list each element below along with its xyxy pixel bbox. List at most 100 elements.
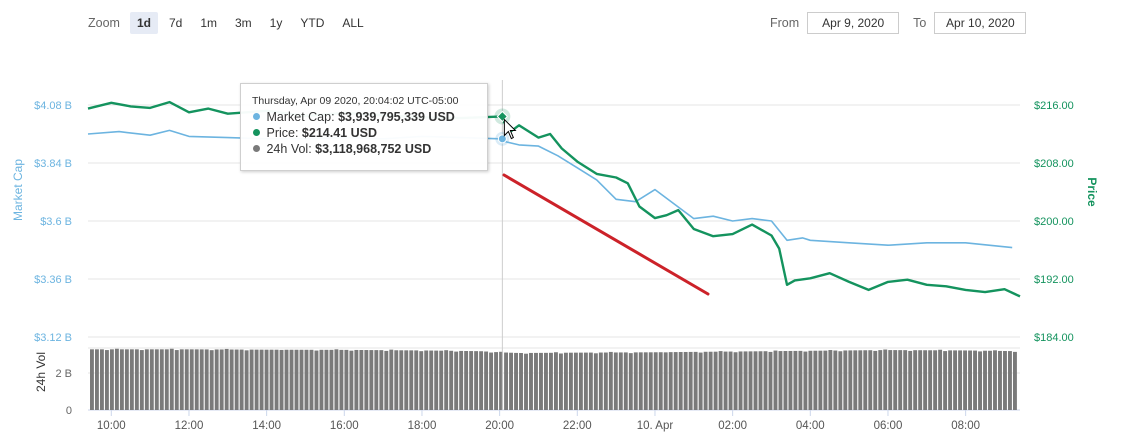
volume-bar	[234, 349, 239, 410]
volume-bar	[558, 353, 563, 410]
volume-bar	[973, 350, 977, 410]
volume-bar	[838, 351, 843, 410]
volume-bar	[109, 349, 114, 410]
x-tick-label: 14:00	[252, 420, 281, 432]
volume-bar	[783, 351, 788, 410]
left-axis-title: Market Cap	[11, 159, 25, 221]
volume-bar	[124, 349, 129, 410]
volume-bar	[728, 351, 733, 410]
volume-bar	[549, 352, 553, 410]
volume-bar	[219, 349, 224, 410]
volume-bar	[159, 349, 164, 410]
volume-bar	[204, 349, 209, 410]
x-tick-label: 08:00	[951, 420, 980, 432]
volume-bar	[688, 351, 693, 410]
volume-bar	[913, 350, 918, 410]
volume-bar	[833, 350, 838, 410]
zoom-button-7d[interactable]: 7d	[168, 16, 183, 30]
volume-bar	[544, 352, 548, 410]
volume-bar	[588, 352, 593, 410]
volume-bar	[733, 352, 738, 410]
zoom-button-ytd[interactable]: YTD	[300, 16, 325, 30]
zoom-button-1m[interactable]: 1m	[200, 16, 217, 30]
volume-bar	[304, 349, 309, 410]
volume-bar	[893, 350, 898, 410]
to-date-input[interactable]: Apr 10, 2020	[934, 12, 1027, 34]
volume-bar	[229, 349, 234, 410]
volume-bar	[279, 349, 284, 410]
x-tick-label: 22:00	[563, 420, 592, 432]
volume-bar	[888, 350, 893, 410]
volume-bar	[853, 350, 858, 410]
volume-bar	[479, 351, 484, 410]
volume-bar	[354, 349, 359, 410]
volume-bar	[638, 352, 643, 410]
volume-bar	[99, 349, 104, 410]
volume-bar	[394, 350, 399, 410]
volume-bar	[409, 350, 414, 410]
volume-bar	[788, 350, 793, 410]
zoom-button-1d[interactable]: 1d	[129, 12, 158, 34]
tooltip-volume: 24h Vol: $3,118,968,752 USD	[253, 142, 431, 156]
volume-bar	[823, 350, 828, 410]
right-tick-label: $208.00	[1034, 158, 1074, 170]
volume-bar	[454, 351, 459, 410]
volume-bar	[129, 349, 134, 410]
volume-bar	[289, 349, 294, 410]
volume-bar	[743, 351, 748, 410]
price-hover-marker	[496, 110, 509, 123]
volume-bar	[808, 350, 813, 410]
volume-bar	[948, 350, 953, 410]
tooltip-price-value: $214.41 USD	[301, 126, 377, 140]
volume-bar	[114, 348, 119, 410]
left-tick-label: $3.12 B	[34, 332, 72, 344]
volume-bar	[708, 351, 713, 410]
volume-bar	[104, 350, 109, 410]
volume-bar	[863, 350, 868, 410]
volume-bar	[359, 349, 364, 410]
volume-bar	[628, 353, 633, 410]
volume-bar	[763, 351, 768, 410]
mouse-cursor-icon	[503, 118, 517, 140]
volume-bar	[314, 350, 319, 410]
left-tick-label: $4.08 B	[34, 100, 72, 112]
volume-bar	[958, 350, 963, 410]
from-date-input[interactable]: Apr 9, 2020	[807, 12, 900, 34]
volume-bar	[294, 349, 299, 410]
volume-bar	[928, 350, 933, 410]
right-tick-label: $200.00	[1034, 216, 1074, 228]
volume-bar	[663, 352, 668, 410]
volume-bar	[469, 351, 474, 410]
volume-bar	[529, 352, 533, 410]
volume-bar	[179, 349, 184, 410]
volume-bar	[264, 349, 269, 410]
tooltip-price-label: Price:	[266, 126, 299, 140]
volume-bar	[718, 351, 723, 410]
volume-bar	[324, 349, 329, 410]
volume-bar	[119, 349, 124, 410]
volume-bar	[184, 349, 189, 410]
volume-bar	[593, 353, 598, 410]
volume-bar	[1008, 351, 1012, 410]
volume-bar	[424, 350, 429, 410]
x-tick-label: 10. Apr	[637, 420, 674, 432]
volume-bar	[524, 353, 528, 410]
volume-bar	[169, 348, 174, 410]
tooltip-volume-label: 24h Vol:	[266, 142, 312, 156]
volume-bar	[499, 351, 504, 410]
market-cap-dot-icon	[253, 113, 260, 120]
volume-bar	[474, 351, 479, 410]
zoom-button-all[interactable]: ALL	[342, 16, 364, 30]
volume-bar	[883, 349, 888, 410]
volume-bar	[923, 350, 928, 410]
zoom-button-3m[interactable]: 3m	[235, 16, 252, 30]
zoom-button-1y[interactable]: 1y	[269, 16, 283, 30]
volume-bar	[334, 349, 339, 410]
x-tick-label: 16:00	[330, 420, 359, 432]
price-line	[87, 100, 1021, 298]
volume-bar	[878, 350, 883, 410]
volume-bar	[534, 352, 538, 410]
volume-tick-label: 0	[66, 405, 72, 417]
volume-bar	[94, 349, 99, 410]
